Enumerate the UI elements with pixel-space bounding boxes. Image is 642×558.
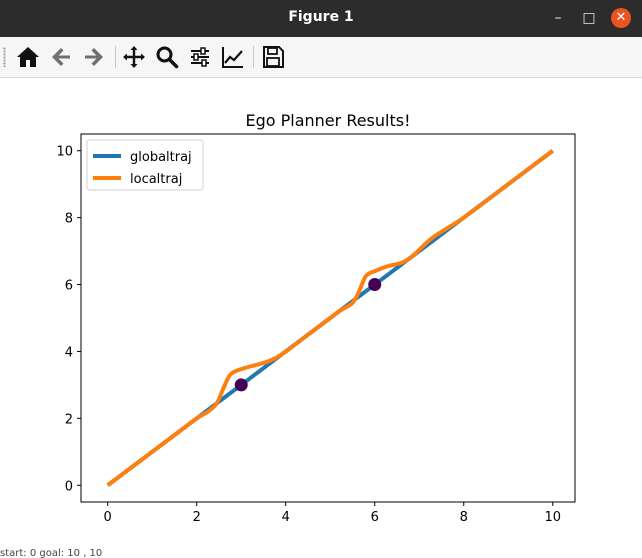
back-button[interactable] xyxy=(46,42,76,72)
legend-label-globaltraj: globaltraj xyxy=(130,150,192,165)
forward-button[interactable] xyxy=(79,42,109,72)
y-tick-label: 4 xyxy=(65,345,73,360)
home-button[interactable] xyxy=(13,42,43,72)
zoom-icon xyxy=(156,46,179,69)
maximize-button[interactable]: □ xyxy=(579,8,599,28)
y-tick-label: 10 xyxy=(56,145,73,160)
figure-canvas[interactable]: 0 2 4 6 8 10 0 2 4 6 8 10 Ego Planner Results! glob… xyxy=(0,78,642,558)
maximize-icon: □ xyxy=(582,10,596,26)
pan-button[interactable] xyxy=(119,42,149,72)
zoom-button[interactable] xyxy=(152,42,182,72)
waypoint-marker xyxy=(368,278,382,292)
configure-subplots-button[interactable] xyxy=(185,42,215,72)
chart-title: Ego Planner Results! xyxy=(245,111,410,130)
y-tick-label: 8 xyxy=(65,212,73,227)
y-tick-label: 0 xyxy=(65,479,73,494)
y-tick-label: 2 xyxy=(65,412,73,427)
x-tick-label: 6 xyxy=(371,510,379,525)
save-button[interactable] xyxy=(258,42,288,72)
axes-frame xyxy=(80,133,576,503)
back-arrow-icon xyxy=(52,48,70,66)
x-tick-label: 10 xyxy=(544,510,561,525)
x-tick-label: 4 xyxy=(282,510,290,525)
home-icon xyxy=(17,47,39,67)
edit-axis-icon xyxy=(222,47,243,68)
toolbar-grip[interactable] xyxy=(3,47,6,67)
y-tick-label: 6 xyxy=(65,279,73,294)
chart: 0 2 4 6 8 10 0 2 4 6 8 10 Ego Planner Results! glob… xyxy=(56,111,576,525)
x-tick-label: 0 xyxy=(104,510,112,525)
waypoints xyxy=(234,278,382,392)
minimize-icon: – xyxy=(554,10,562,26)
x-tick-label: 8 xyxy=(460,510,468,525)
edit-axis-button[interactable] xyxy=(218,42,248,72)
save-icon xyxy=(263,46,284,68)
minimize-button[interactable]: – xyxy=(548,8,568,28)
toolbar-separator xyxy=(115,46,116,68)
waypoint-marker xyxy=(234,378,248,392)
status-text: start: 0 goal: 10 , 10 xyxy=(0,548,103,558)
legend-label-localtraj: localtraj xyxy=(130,172,182,187)
plot-area xyxy=(106,149,554,487)
forward-arrow-icon xyxy=(85,48,103,66)
legend: globaltraj localtraj xyxy=(86,139,204,191)
configure-subplots-icon xyxy=(191,47,209,67)
x-tick-label: 2 xyxy=(193,510,201,525)
toolbar-separator xyxy=(253,46,254,68)
pan-icon xyxy=(123,46,145,68)
window-titlebar: Figure 1 – □ ✕ xyxy=(0,0,642,37)
close-button[interactable]: ✕ xyxy=(611,8,631,28)
close-icon: ✕ xyxy=(615,10,627,25)
navigation-toolbar xyxy=(0,37,642,78)
series-line-localtraj xyxy=(106,149,554,487)
window-title: Figure 1 xyxy=(288,9,354,25)
ticks: 0 2 4 6 8 10 0 2 4 6 8 10 xyxy=(56,145,561,525)
